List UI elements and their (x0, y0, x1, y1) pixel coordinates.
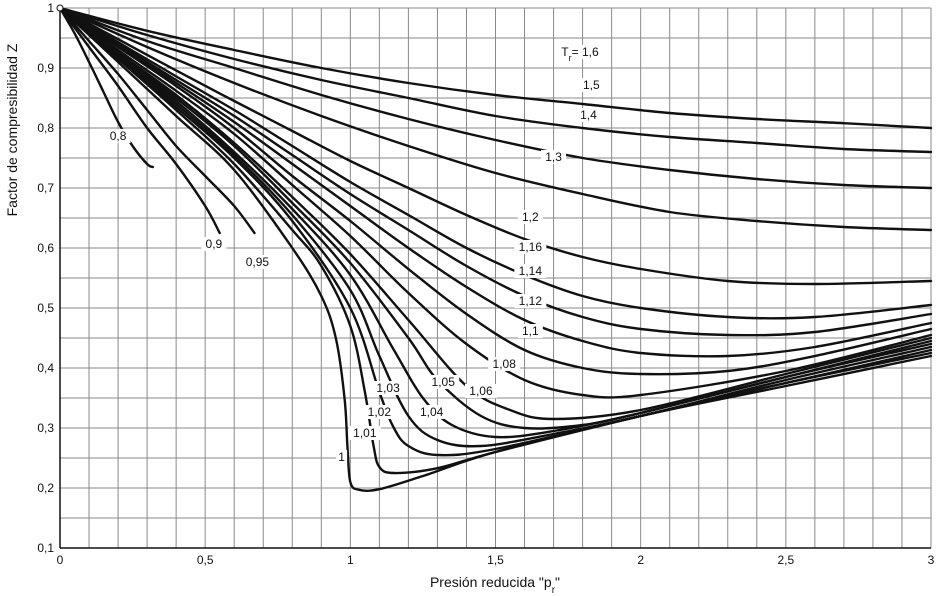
x-tick-label: 1,5 (487, 553, 504, 567)
curve-label-1-6: Tr= 1,6 (561, 45, 599, 63)
x-axis-title: Presión reducida "pr" (430, 574, 560, 596)
curves (56, 4, 933, 493)
curve-label-0-95: 0,95 (246, 255, 270, 269)
y-tick-label: 0,9 (37, 61, 54, 75)
curve-label-halo (559, 45, 608, 59)
curve-label-halo (517, 210, 543, 224)
x-tick-label: 1 (347, 553, 354, 567)
curve-label-1-12: 1,12 (519, 294, 543, 308)
x-tick-label: 0,5 (197, 553, 214, 567)
curve-label-1-03: 1,03 (376, 381, 400, 395)
curve-tr-1-6 (58, 6, 933, 130)
y-tick-label: 0,3 (37, 421, 54, 435)
curve-tr-1-4 (58, 6, 933, 190)
curve-label-halo (464, 384, 497, 398)
curve-label-0-8: 0,8 (110, 129, 127, 143)
curve-tr-1-06 (58, 6, 933, 421)
curve-tr-1-12 (58, 6, 933, 358)
curve-label-halo (514, 264, 547, 278)
curve-label-1-05: 1,05 (432, 375, 456, 389)
x-tick-label: 2 (637, 553, 644, 567)
y-axis-title: Factor de compresibilidad Z (4, 43, 20, 216)
curve-tr-1-14 (58, 6, 933, 337)
curve-label-1: 1 (338, 450, 345, 464)
y-tick-label: 0,5 (37, 301, 54, 315)
curve-label-1-1: 1,1 (522, 324, 539, 338)
curve-label-1-08: 1,08 (493, 357, 517, 371)
curve-label-halo (488, 357, 521, 371)
curve-tr-1-5 (58, 6, 933, 154)
curve-label-1-01: 1,01 (353, 426, 377, 440)
curve-label-halo (514, 240, 547, 254)
curve-label-1-3: 1,3 (545, 150, 562, 164)
y-tick-label: 0,8 (37, 121, 54, 135)
origin-marker (56, 4, 64, 12)
curve-tr-0-95 (58, 6, 256, 235)
curve-label-1-06: 1,06 (469, 384, 493, 398)
y-tick-label: 1 (47, 1, 54, 15)
tick-labels: 0 0,5 1 1,5 2 2,5 3 0,1 0,2 0,3 0,4 0,5 0,6 0,7 0,8 0,9… (37, 1, 934, 567)
curve-label-0-9: 0,9 (206, 237, 223, 251)
curve-tr-1-3 (58, 6, 933, 232)
curve-label-halo (517, 324, 543, 338)
curve-label-halo (336, 450, 348, 464)
curve-label-halo (105, 129, 131, 143)
curve-label-halo (575, 108, 601, 122)
curve-tr-0-9 (58, 6, 221, 235)
curve-tr-1-16 (58, 6, 933, 320)
curve-label-1-04: 1,04 (420, 405, 444, 419)
curve-tr-1-2 (58, 6, 933, 286)
curve-label-1-14: 1,14 (519, 264, 543, 278)
curve-label-1-02: 1,02 (368, 405, 392, 419)
curve-labels: 0,8 0,9 0,95 1 1,01 1,02 1,03 1,04 1,05 1,061,08 1… (105, 45, 608, 464)
y-tick-label: 0,2 (37, 481, 54, 495)
curve-label-halo (415, 405, 448, 419)
curve-label-halo (372, 381, 405, 395)
curve-label-halo (427, 375, 460, 389)
y-tick-label: 0,4 (37, 361, 54, 375)
x-tick-label: 3 (928, 553, 935, 567)
curve-label-1-4: 1,4 (580, 108, 597, 122)
curve-tr-1-1 (58, 6, 933, 376)
curve-tr-1-05 (58, 6, 933, 430)
curve-label-halo (241, 255, 274, 269)
x-tick-label: 2,5 (777, 553, 794, 567)
curve-label-halo (363, 405, 396, 419)
curve-label-halo (348, 426, 381, 440)
curve-label-1-5: 1,5 (583, 78, 600, 92)
curve-label-halo (541, 150, 567, 164)
curve-label-halo (201, 237, 227, 251)
y-tick-label: 0,1 (37, 541, 54, 555)
curve-label-halo (578, 78, 604, 92)
curve-label-1-16: 1,16 (519, 240, 543, 254)
x-tick-label: 0 (57, 553, 64, 567)
axes (59, 8, 931, 549)
curve-tr-0-8 (58, 6, 155, 169)
y-tick-label: 0,6 (37, 241, 54, 255)
curve-label-1-2: 1,2 (522, 210, 539, 224)
curve-label-halo (514, 294, 547, 308)
curve-tr-1-03 (58, 6, 933, 448)
y-tick-label: 0,7 (37, 181, 54, 195)
curve-tr-1-08 (58, 6, 933, 399)
